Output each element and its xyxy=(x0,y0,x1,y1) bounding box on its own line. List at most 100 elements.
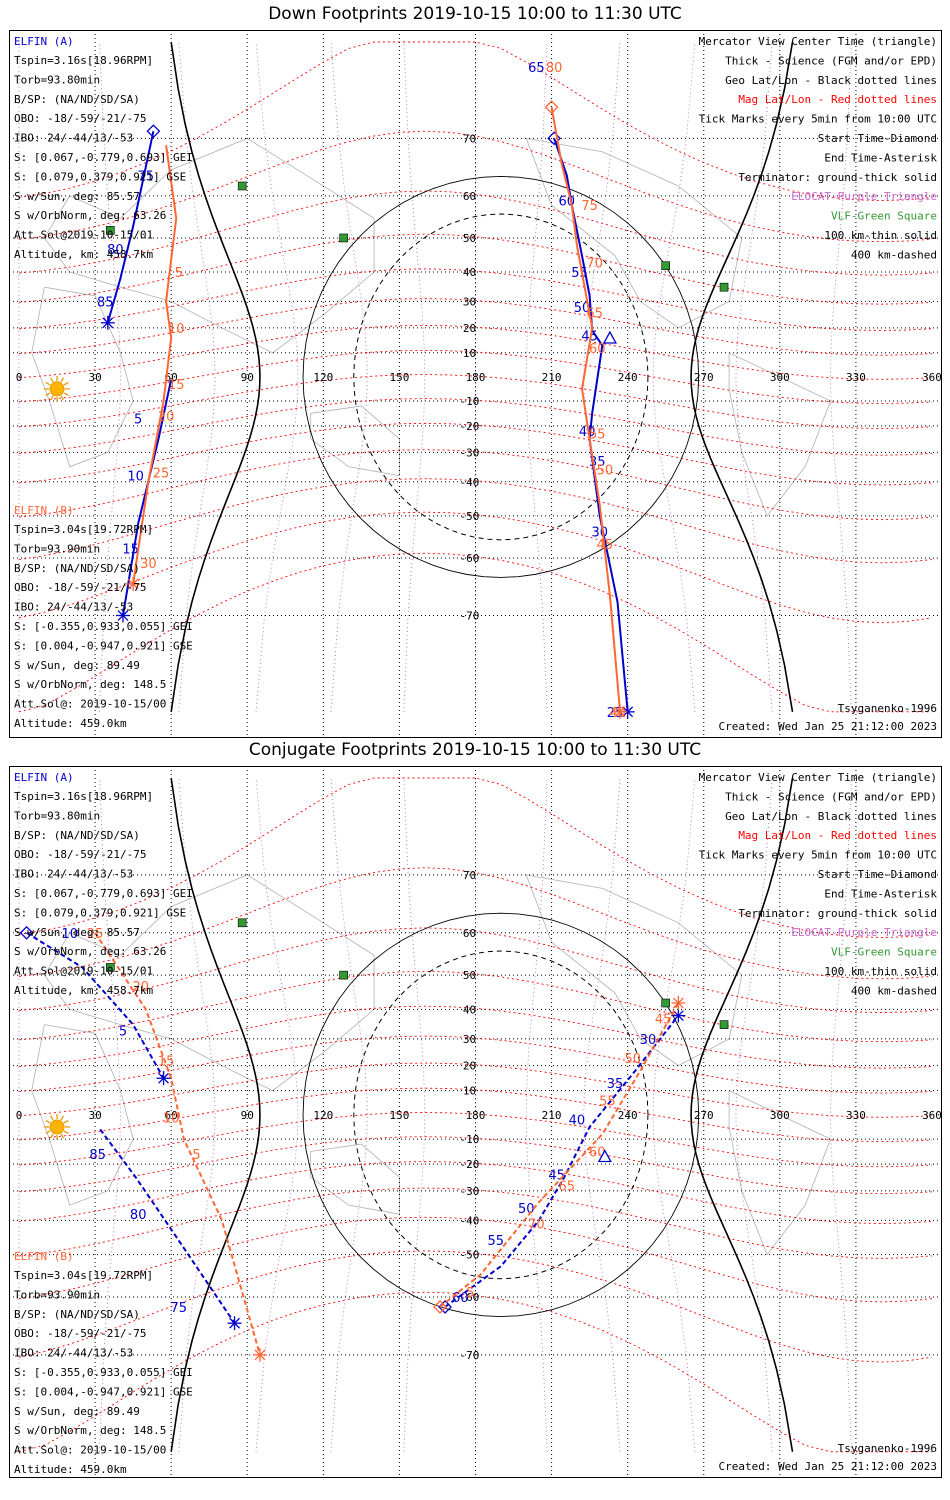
lat-tick-label: 60 xyxy=(463,927,476,940)
track-tick-label: 60 xyxy=(589,342,606,357)
info-text: ELFIN (A) Tspin=3.16s[18.96RPM] Torb=93.80… xyxy=(14,35,937,733)
elfin-a-info-line: IBO: 24/-44/13/-53 xyxy=(14,132,133,145)
lat-tick-label: 10 xyxy=(463,347,476,360)
mag-parallel xyxy=(18,1187,933,1259)
mag-meridian xyxy=(583,777,621,1452)
mag-meridian xyxy=(735,777,773,1452)
sun-disc xyxy=(49,1119,65,1135)
lon-tick-label: 210 xyxy=(542,371,562,384)
mag-parallel xyxy=(18,867,933,980)
legend-line: End Time-Asterisk xyxy=(824,887,937,900)
vlf-square xyxy=(237,181,247,191)
lat-tick-label: 60 xyxy=(463,190,476,203)
legend-line: Mercator View Center Time (triangle) xyxy=(699,771,937,784)
panel-title-down: Down Footprints 2019-10-15 10:00 to 11:3… xyxy=(268,4,682,24)
lon-tick-label: 30 xyxy=(88,1109,101,1122)
legend-line: Tick Marks every 5min from 10:00 UTC xyxy=(699,849,937,862)
end-asterisk xyxy=(227,1316,242,1331)
vlf-stations xyxy=(106,918,729,1029)
track-tick-label: 65 xyxy=(528,61,545,76)
elfin-b-info-line: Torb=93.90min xyxy=(14,542,100,555)
lat-tick-label: -30 xyxy=(460,1185,480,1198)
sun-ray xyxy=(63,381,69,386)
legend-line: VLF-Green Square xyxy=(831,210,937,223)
elfin-a-info-line: S w/Sun, deg: 85.57 xyxy=(14,190,140,203)
elfin-b-info-line: Torb=93.90min xyxy=(14,1288,100,1301)
created-label: Created: Wed Jan 25 21:12:00 2023 xyxy=(718,720,937,733)
mag-parallel xyxy=(18,1112,933,1168)
legend-line: ELOCAT-Purple Triangle xyxy=(791,190,937,203)
lat-tick-label: 50 xyxy=(463,232,476,245)
lon-tick-label: 90 xyxy=(241,371,254,384)
end-asterisk xyxy=(671,995,686,1010)
lon-tick-label: 360 xyxy=(922,371,942,384)
track-line xyxy=(550,106,622,712)
track-tick-label: 85 xyxy=(89,1148,106,1163)
axis-labels: 0 30 60 90 120 150 180 210 240 270 300 330 360 70 60 50… xyxy=(16,132,942,622)
elfin-a-header: ELFIN (A) xyxy=(14,771,74,784)
lon-tick-label: 60 xyxy=(165,371,178,384)
lon-tick-label: 330 xyxy=(846,1109,866,1122)
lat-tick-label: -10 xyxy=(460,395,480,408)
track-tick-label: 25 xyxy=(87,927,104,942)
axis-labels: 0 30 60 90 120 150 180 210 240 270 300 330 360 70 60 50… xyxy=(16,869,942,1362)
lat-tick-label: 40 xyxy=(463,1003,476,1016)
mag-parallel xyxy=(18,1087,933,1143)
legend-line: 400 km-dashed xyxy=(851,984,937,997)
track-tick-label: 75 xyxy=(138,169,155,184)
end-asterisk xyxy=(613,704,628,719)
mag-meridian xyxy=(255,777,299,1452)
elfin-a-info-line: Torb=93.80min xyxy=(14,809,100,822)
elfin-b-info-line: B/SP: (NA/ND/SD/SA) xyxy=(14,562,140,575)
contour-400km xyxy=(353,213,649,541)
lon-tick-label: 210 xyxy=(542,1109,562,1122)
legend-line: Mercator View Center Time (triangle) xyxy=(699,35,937,48)
elfin-a-info-line: OBO: -18/-59/-21/-75 xyxy=(14,848,146,861)
info-text: ELFIN (A) Tspin=3.16s[18.96RPM] Torb=93.80… xyxy=(14,771,937,1476)
lat-tick-label: -10 xyxy=(460,1133,480,1146)
contour-400km xyxy=(353,950,649,1280)
elfin-a-info-line: S w/OrbNorm, deg: 63.26 xyxy=(14,209,166,222)
track-tick-label: 35 xyxy=(607,1077,624,1092)
sun-ray xyxy=(60,377,65,383)
vlf-square xyxy=(237,918,247,928)
track-line xyxy=(439,1002,680,1308)
legend-line: Geo Lat/Lon - Black dotted lines xyxy=(725,810,937,823)
lat-tick-label: 20 xyxy=(463,322,476,335)
mag-parallel xyxy=(18,374,933,429)
elfin-a-info-line: OBO: -18/-59/-21/-75 xyxy=(14,112,146,125)
elfin-a-info-line: S w/OrbNorm, deg: 63.26 xyxy=(14,945,166,958)
legend-line: Thick - Science (FGM and/or EPD) xyxy=(725,54,937,67)
sun-ray xyxy=(49,377,54,383)
track-tick-label: 10 xyxy=(168,322,185,337)
vlf-square xyxy=(719,282,729,292)
lat-tick-label: -30 xyxy=(460,446,480,459)
lat-tick-label: 20 xyxy=(463,1060,476,1073)
vlf-square xyxy=(661,998,671,1008)
mag-parallel xyxy=(18,130,933,243)
track-tick-label: 75 xyxy=(581,199,598,214)
track-tick-label: 50 xyxy=(624,1052,641,1067)
legend-line: End Time-Asterisk xyxy=(824,151,937,164)
track-tick-label: 40 xyxy=(569,1114,586,1129)
vlf-square xyxy=(339,970,348,980)
asterisk-arm xyxy=(117,610,129,621)
legend-line: Thick - Science (FGM and/or EPD) xyxy=(725,790,937,803)
elfin-b-info-line: Tspin=3.04s[19.72RPM] xyxy=(14,523,153,536)
legend-line: Terminator: ground-thick solid xyxy=(738,907,937,920)
end-asterisk xyxy=(156,1071,171,1086)
track-tick-label: 50 xyxy=(574,301,591,316)
elfin-a-info-line: B/SP: (NA/ND/SD/SA) xyxy=(14,93,140,106)
lat-tick-label: -20 xyxy=(460,1158,480,1171)
elfin-b-info-line: IBO: 24/-44/13/-53 xyxy=(14,1347,133,1360)
sun-ray xyxy=(45,1119,51,1124)
end-asterisk xyxy=(100,315,115,330)
legend-line: Tick Marks every 5min from 10:00 UTC xyxy=(699,113,937,126)
elfin-b-info-line: Altitude: 459.0km xyxy=(14,1463,127,1476)
track-tick-label: 10 xyxy=(163,1111,180,1126)
track-tick-label: 25 xyxy=(153,467,170,482)
terminator-east xyxy=(690,41,794,712)
lon-tick-label: 0 xyxy=(16,371,23,384)
lon-tick-label: 180 xyxy=(466,371,486,384)
lon-tick-label: 180 xyxy=(466,1109,486,1122)
